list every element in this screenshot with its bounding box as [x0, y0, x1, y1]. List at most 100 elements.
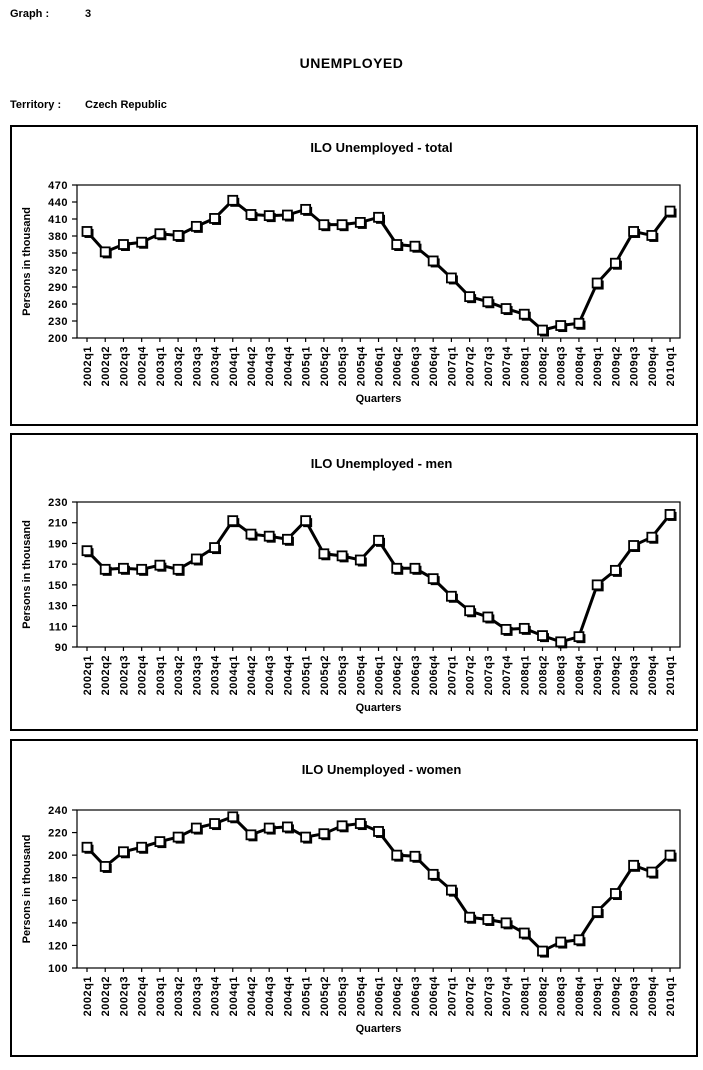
svg-text:2009q4: 2009q4 — [647, 976, 659, 1017]
svg-text:2005q4: 2005q4 — [355, 976, 367, 1017]
svg-text:440: 440 — [48, 197, 68, 209]
svg-text:230: 230 — [48, 497, 68, 509]
svg-text:350: 350 — [48, 248, 68, 260]
svg-text:2005q1: 2005q1 — [301, 346, 313, 386]
svg-text:2009q1: 2009q1 — [592, 655, 604, 695]
svg-text:2002q4: 2002q4 — [137, 655, 149, 696]
svg-text:2006q3: 2006q3 — [410, 655, 422, 695]
svg-text:2008q2: 2008q2 — [538, 346, 550, 386]
svg-text:2007q2: 2007q2 — [465, 976, 477, 1016]
svg-text:410: 410 — [48, 214, 68, 226]
svg-text:2003q4: 2003q4 — [210, 655, 222, 696]
svg-text:2009q2: 2009q2 — [610, 655, 622, 695]
graph-number: 3 — [85, 8, 92, 20]
svg-text:150: 150 — [48, 580, 68, 592]
svg-text:240: 240 — [48, 805, 68, 817]
svg-text:2010q1: 2010q1 — [665, 976, 677, 1016]
svg-text:2009q1: 2009q1 — [592, 976, 604, 1016]
svg-text:2002q3: 2002q3 — [118, 346, 130, 386]
svg-text:230: 230 — [48, 316, 68, 328]
svg-text:2004q1: 2004q1 — [228, 655, 240, 695]
svg-text:2005q3: 2005q3 — [337, 346, 349, 386]
svg-text:2009q2: 2009q2 — [610, 976, 622, 1016]
svg-text:2006q2: 2006q2 — [392, 976, 404, 1016]
svg-text:2006q1: 2006q1 — [374, 346, 386, 386]
svg-text:470: 470 — [48, 180, 68, 192]
svg-text:2007q3: 2007q3 — [483, 976, 495, 1016]
svg-text:2005q4: 2005q4 — [355, 655, 367, 696]
svg-text:2008q2: 2008q2 — [538, 976, 550, 1016]
svg-text:2008q3: 2008q3 — [556, 976, 568, 1016]
svg-text:2006q4: 2006q4 — [428, 346, 440, 387]
svg-text:2002q4: 2002q4 — [137, 346, 149, 387]
svg-text:2002q2: 2002q2 — [100, 346, 112, 386]
svg-text:90: 90 — [55, 642, 68, 654]
svg-text:2009q2: 2009q2 — [610, 346, 622, 386]
svg-text:2007q4: 2007q4 — [501, 976, 513, 1017]
svg-text:2004q4: 2004q4 — [282, 655, 294, 696]
svg-text:200: 200 — [48, 333, 68, 345]
svg-text:2002q2: 2002q2 — [100, 655, 112, 695]
svg-text:2003q3: 2003q3 — [191, 346, 203, 386]
svg-text:2007q4: 2007q4 — [501, 655, 513, 696]
svg-text:2006q3: 2006q3 — [410, 976, 422, 1016]
svg-text:2002q3: 2002q3 — [118, 655, 130, 695]
svg-text:2008q4: 2008q4 — [574, 976, 586, 1017]
svg-text:2005q2: 2005q2 — [319, 976, 331, 1016]
svg-text:2009q4: 2009q4 — [647, 655, 659, 696]
svg-text:2005q3: 2005q3 — [337, 976, 349, 1016]
svg-text:2008q4: 2008q4 — [574, 655, 586, 696]
svg-text:180: 180 — [48, 873, 68, 885]
svg-text:320: 320 — [48, 265, 68, 277]
svg-text:2006q4: 2006q4 — [428, 976, 440, 1017]
svg-text:2003q1: 2003q1 — [155, 655, 167, 695]
svg-text:2003q3: 2003q3 — [191, 655, 203, 695]
svg-text:2007q3: 2007q3 — [483, 655, 495, 695]
svg-text:170: 170 — [48, 559, 68, 571]
svg-text:2008q1: 2008q1 — [519, 976, 531, 1016]
chart-title-total: ILO Unemployed - total — [310, 140, 453, 155]
svg-text:2005q2: 2005q2 — [319, 346, 331, 386]
chart-title-men: ILO Unemployed - men — [310, 456, 453, 471]
svg-text:130: 130 — [48, 601, 68, 613]
svg-text:2002q2: 2002q2 — [100, 976, 112, 1016]
svg-text:2007q1: 2007q1 — [446, 346, 458, 386]
svg-text:2003q4: 2003q4 — [210, 346, 222, 387]
territory-value: Czech Republic — [85, 99, 167, 111]
svg-text:120: 120 — [48, 940, 68, 952]
svg-text:2007q2: 2007q2 — [465, 655, 477, 695]
svg-text:2004q3: 2004q3 — [264, 346, 276, 386]
svg-text:2005q2: 2005q2 — [319, 655, 331, 695]
svg-text:2008q1: 2008q1 — [519, 346, 531, 386]
svg-text:Persons in thousand: Persons in thousand — [21, 207, 33, 316]
svg-text:Persons in thousand: Persons in thousand — [21, 835, 33, 944]
svg-text:2009q3: 2009q3 — [629, 655, 641, 695]
chart-panel-total: ILO Unemployed - total 200 230 260 290 320 35… — [10, 125, 698, 426]
svg-text:2006q3: 2006q3 — [410, 346, 422, 386]
svg-text:2010q1: 2010q1 — [665, 346, 677, 386]
svg-text:2008q4: 2008q4 — [574, 346, 586, 387]
svg-text:2004q1: 2004q1 — [228, 346, 240, 386]
svg-text:220: 220 — [48, 828, 68, 840]
chart-canvas-women: 100 120 140 160 180 200 220 240 2002q1 2002q2 2002… — [21, 805, 681, 1035]
svg-text:110: 110 — [49, 621, 68, 633]
svg-text:2005q1: 2005q1 — [301, 976, 313, 1016]
svg-text:2004q2: 2004q2 — [246, 976, 258, 1016]
svg-text:2002q1: 2002q1 — [82, 655, 94, 695]
svg-text:100: 100 — [48, 963, 68, 975]
svg-text:2003q1: 2003q1 — [155, 976, 167, 1016]
svg-text:2005q1: 2005q1 — [301, 655, 313, 695]
svg-text:2004q2: 2004q2 — [246, 346, 258, 386]
svg-text:2008q1: 2008q1 — [519, 655, 531, 695]
svg-text:2008q3: 2008q3 — [556, 655, 568, 695]
svg-text:2003q2: 2003q2 — [173, 976, 185, 1016]
svg-text:2003q3: 2003q3 — [191, 976, 203, 1016]
graph-label: Graph : — [10, 8, 50, 20]
svg-text:2005q3: 2005q3 — [337, 655, 349, 695]
svg-text:2007q3: 2007q3 — [483, 346, 495, 386]
svg-text:2002q1: 2002q1 — [82, 346, 94, 386]
chart-canvas-total: 200 230 260 290 320 350 380 410 440 470 2002q1 2002… — [21, 180, 681, 405]
svg-text:2003q2: 2003q2 — [173, 655, 185, 695]
svg-text:2006q1: 2006q1 — [374, 976, 386, 1016]
